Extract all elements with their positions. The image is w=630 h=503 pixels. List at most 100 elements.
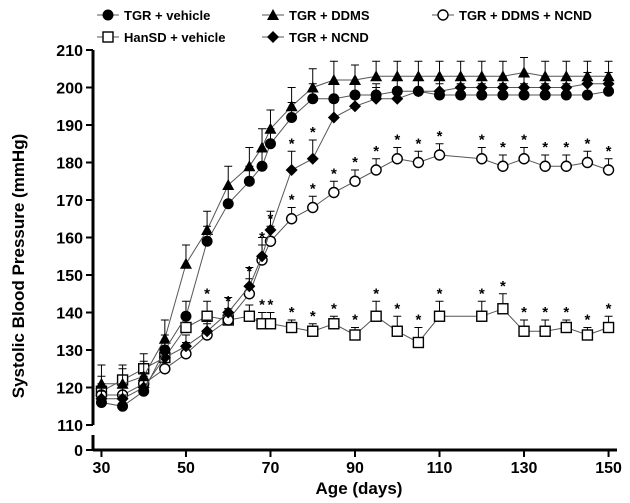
legend-label: TGR + vehicle bbox=[124, 8, 210, 23]
legend-marker bbox=[102, 9, 114, 21]
significance-star: * bbox=[259, 297, 265, 314]
data-point bbox=[137, 370, 150, 382]
data-point bbox=[349, 175, 361, 187]
legend-marker bbox=[437, 9, 449, 21]
data-point bbox=[264, 224, 277, 236]
data-point bbox=[539, 325, 551, 337]
data-point bbox=[306, 152, 319, 165]
legend-marker bbox=[267, 9, 279, 20]
data-point bbox=[391, 153, 403, 165]
data-point bbox=[159, 344, 171, 356]
data-point bbox=[256, 160, 268, 172]
data-point bbox=[327, 74, 340, 85]
x-tick-label: 50 bbox=[177, 460, 195, 477]
x-tick-label: 30 bbox=[93, 460, 111, 477]
significance-star: * bbox=[289, 304, 295, 321]
series-line-tgr-ddms-ncnd bbox=[101, 154, 609, 396]
y-tick-label: 160 bbox=[56, 231, 83, 248]
data-point bbox=[285, 213, 298, 225]
data-point bbox=[179, 257, 192, 269]
data-point bbox=[539, 160, 551, 172]
significance-star: * bbox=[394, 300, 400, 317]
data-point bbox=[349, 329, 361, 341]
significance-star: * bbox=[310, 308, 316, 325]
data-point bbox=[307, 93, 319, 105]
data-point bbox=[222, 179, 235, 190]
significance-star: * bbox=[437, 285, 443, 302]
y-tick-label: 200 bbox=[56, 81, 83, 98]
significance-star: * bbox=[479, 285, 485, 302]
x-tick-label: 110 bbox=[427, 460, 453, 477]
data-point bbox=[243, 310, 256, 322]
x-tick-label: 90 bbox=[346, 460, 364, 477]
significance-star: * bbox=[373, 285, 379, 302]
data-point bbox=[264, 318, 277, 330]
significance-star: * bbox=[479, 132, 485, 149]
legend-entry-tgr-ddms-ncnd: TGR + DDMS + NCND bbox=[432, 8, 592, 23]
legend-entry-tgr-ncnd: TGR + NCND bbox=[262, 30, 369, 45]
data-point bbox=[328, 93, 340, 105]
data-point bbox=[581, 70, 594, 82]
data-point bbox=[328, 186, 340, 199]
significance-star: * bbox=[563, 139, 569, 156]
significance-star: * bbox=[606, 143, 612, 160]
significance-star: * bbox=[606, 300, 612, 317]
data-point bbox=[454, 70, 467, 82]
data-point bbox=[476, 89, 488, 101]
legend-entry-tgr-ddms: TGR + DDMS bbox=[262, 8, 370, 23]
data-point bbox=[518, 89, 530, 101]
significance-star: * bbox=[331, 165, 337, 182]
data-point bbox=[327, 111, 340, 124]
data-point bbox=[602, 70, 615, 82]
data-point bbox=[370, 164, 382, 176]
data-point bbox=[159, 363, 171, 375]
significance-star: * bbox=[352, 154, 358, 171]
data-point bbox=[433, 149, 446, 161]
data-point bbox=[285, 164, 298, 176]
data-point bbox=[497, 303, 509, 315]
legend-entry-tgr-vehicle: TGR + vehicle bbox=[97, 8, 210, 23]
data-point bbox=[264, 138, 276, 150]
data-point bbox=[201, 325, 214, 338]
series-tgr-ddms bbox=[95, 57, 615, 389]
data-point bbox=[518, 66, 531, 78]
significance-star: * bbox=[310, 180, 316, 197]
legend-marker bbox=[102, 31, 114, 43]
data-point bbox=[370, 89, 382, 101]
data-point bbox=[349, 74, 361, 85]
significance-star: * bbox=[352, 312, 358, 329]
significance-star: * bbox=[415, 312, 421, 329]
series-tgr-vehicle bbox=[95, 79, 615, 412]
data-point bbox=[286, 112, 298, 123]
significance-star: * bbox=[268, 297, 274, 314]
data-point bbox=[307, 201, 319, 214]
data-point bbox=[455, 89, 467, 101]
significance-star: * bbox=[521, 132, 527, 149]
data-point bbox=[539, 89, 551, 101]
data-point bbox=[560, 160, 572, 172]
significance-star: * bbox=[394, 132, 400, 149]
data-point bbox=[560, 70, 573, 82]
data-point bbox=[412, 156, 425, 169]
data-point bbox=[539, 70, 552, 82]
data-point bbox=[476, 310, 488, 322]
data-point bbox=[180, 321, 192, 334]
series-hansd-vehicle: ******************** bbox=[95, 278, 615, 397]
data-point bbox=[201, 235, 213, 247]
data-point bbox=[349, 89, 361, 101]
x-tick-label: 150 bbox=[595, 460, 622, 477]
data-point bbox=[138, 385, 150, 397]
data-point bbox=[518, 325, 530, 337]
data-point bbox=[95, 397, 107, 408]
data-point bbox=[412, 336, 425, 349]
data-point bbox=[602, 164, 615, 176]
data-point bbox=[497, 160, 509, 172]
series-line-tgr-ncnd bbox=[101, 83, 609, 400]
y-tick-label: 120 bbox=[56, 381, 83, 398]
data-point bbox=[391, 70, 404, 82]
x-axis-title: Age (days) bbox=[316, 479, 403, 498]
y-tick-label: 110 bbox=[57, 418, 83, 435]
data-point bbox=[496, 70, 509, 82]
data-point bbox=[307, 325, 319, 337]
